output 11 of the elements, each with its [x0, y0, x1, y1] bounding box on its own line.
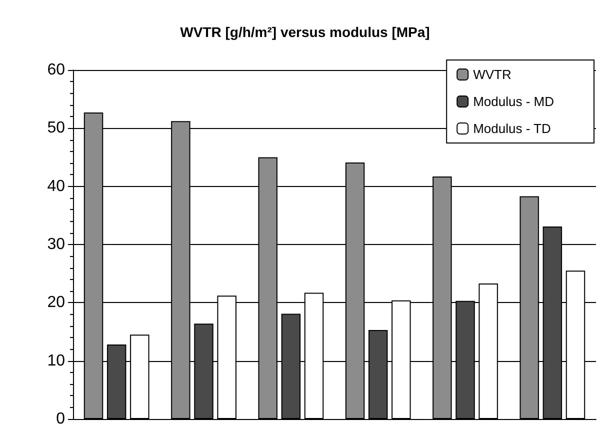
legend-label: Modulus - MD	[473, 94, 554, 109]
y-tick-label: 60	[47, 62, 66, 78]
legend-label: Modulus - TD	[473, 121, 551, 136]
legend-label: WVTR	[473, 67, 512, 82]
y-tick-label: 30	[47, 236, 66, 253]
y-tick-label: 0	[56, 410, 66, 428]
y-tick-label: 20	[47, 294, 66, 312]
chart-title: WVTR [g/h/m²] versus modulus [MPa]	[180, 24, 430, 40]
y-tick-label: 10	[47, 352, 66, 370]
y-tick-label: 40	[47, 178, 66, 195]
y-tick-label: 50	[47, 120, 66, 137]
